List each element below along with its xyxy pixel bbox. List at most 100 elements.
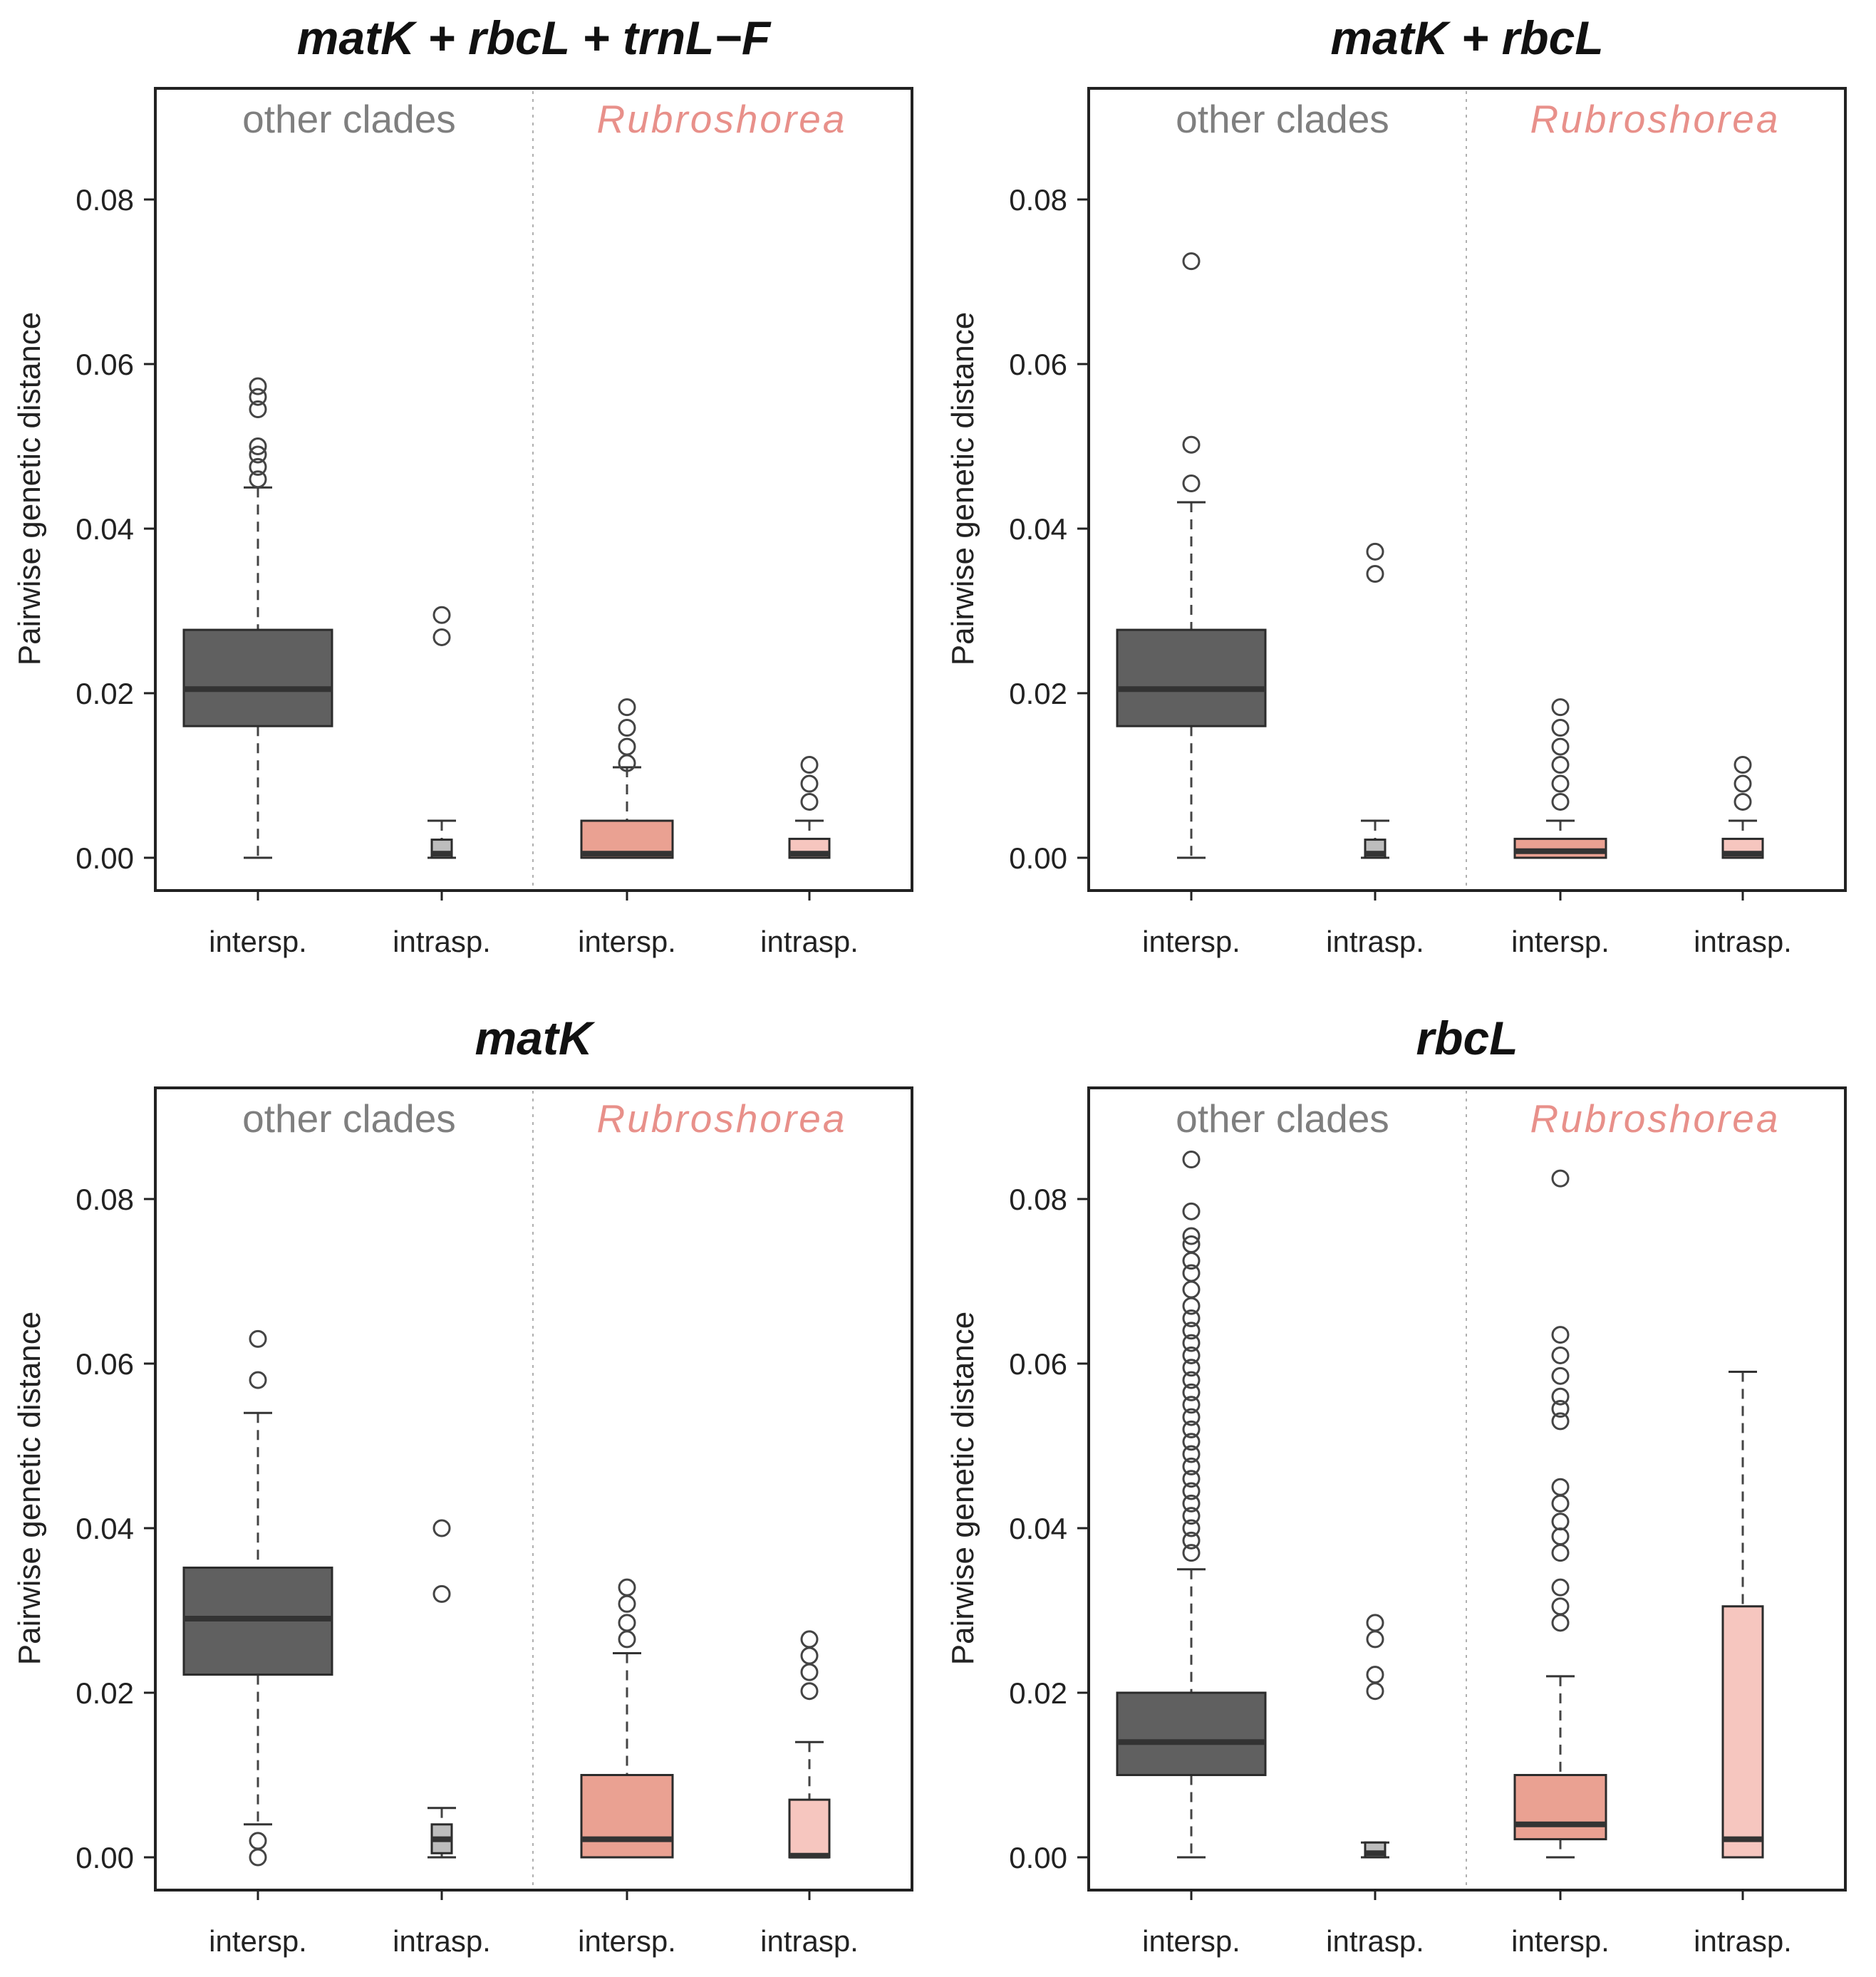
outlier-point — [432, 628, 451, 646]
outlier-point — [1551, 755, 1570, 774]
panel-title: matK + rbcL + trnL−F — [297, 11, 772, 64]
y-tick-label: 0.06 — [1009, 348, 1067, 381]
outlier-point — [1182, 1202, 1201, 1220]
outlier-point — [1551, 1578, 1570, 1597]
category-label: intrasp. — [760, 1924, 859, 1958]
group-label-other-clades: other clades — [242, 97, 456, 141]
outlier-point — [249, 388, 267, 406]
outlier-point — [1551, 1478, 1570, 1496]
outlier-point — [1182, 1280, 1201, 1299]
group-label-rubroshorea: Rubroshorea — [597, 1096, 847, 1141]
outlier-point — [1182, 1519, 1201, 1537]
outlier-point — [1182, 1227, 1201, 1245]
outlier-point — [1182, 1322, 1201, 1340]
boxplot-3 — [580, 1578, 674, 1859]
outlier-point — [1182, 1494, 1201, 1512]
outlier-point — [1734, 774, 1752, 793]
box-iqr — [1116, 628, 1267, 727]
boxplot-4 — [788, 1630, 831, 1859]
category-label: intrasp. — [1694, 925, 1792, 958]
y-axis-title: Pairwise genetic distance — [12, 1312, 47, 1665]
panel-title: rbcL — [1416, 1012, 1518, 1064]
boxplot-4 — [1721, 1371, 1764, 1859]
outlier-point — [1734, 792, 1752, 811]
outlier-point — [249, 470, 267, 489]
box-iqr — [788, 1798, 831, 1859]
outlier-point — [618, 1594, 636, 1613]
category-label: intersp. — [1511, 1924, 1610, 1958]
boxplot-4 — [788, 755, 831, 859]
category-label: intrasp. — [760, 925, 859, 958]
y-tick-label: 0.00 — [76, 1841, 134, 1874]
panel-2: matK + rbcL Pairwise genetic distance 0.00… — [945, 11, 1847, 958]
panel-title: matK + rbcL — [1330, 11, 1603, 64]
outlier-point — [1366, 565, 1384, 583]
outlier-point — [1551, 1614, 1570, 1632]
group-label-other-clades: other clades — [1176, 97, 1389, 141]
category-label: intersp. — [1511, 925, 1610, 958]
category-label: intrasp. — [393, 925, 491, 958]
outlier-point — [1551, 1326, 1570, 1344]
outlier-point — [1551, 1366, 1570, 1385]
outlier-point — [1551, 1412, 1570, 1431]
box-iqr — [182, 628, 333, 727]
plot-frame — [1087, 87, 1847, 892]
outlier-point — [618, 1630, 636, 1649]
outlier-point — [249, 377, 267, 395]
outlier-point — [618, 737, 636, 756]
box-iqr — [1513, 1774, 1607, 1841]
group-label-rubroshorea: Rubroshorea — [1530, 1096, 1781, 1141]
y-axis-title: Pairwise genetic distance — [945, 312, 980, 665]
outlier-point — [1182, 1235, 1201, 1254]
outlier-point — [1182, 1531, 1201, 1550]
boxplot-3 — [1513, 698, 1607, 859]
y-tick-label: 0.06 — [1009, 1347, 1067, 1381]
outlier-point — [1182, 1408, 1201, 1426]
outlier-point — [800, 1646, 819, 1665]
outlier-point — [1551, 1387, 1570, 1406]
outlier-point — [249, 1848, 267, 1867]
boxplot-1 — [182, 377, 333, 859]
plot-frame — [154, 1086, 913, 1892]
y-tick-label: 0.00 — [1009, 1841, 1067, 1874]
y-tick-label: 0.08 — [1009, 1183, 1067, 1216]
panel-3: matK Pairwise genetic distance 0.00 0.02 0.0… — [12, 1012, 913, 1958]
category-label: intrasp. — [1326, 1924, 1424, 1958]
y-tick-label: 0.00 — [76, 841, 134, 875]
y-tick-label: 0.08 — [1009, 183, 1067, 217]
outlier-point — [249, 457, 267, 476]
y-tick-label: 0.02 — [1009, 1676, 1067, 1710]
y-axis-title: Pairwise genetic distance — [12, 312, 47, 665]
outlier-point — [1182, 1359, 1201, 1377]
category-label: intersp. — [578, 925, 676, 958]
y-tick-label: 0.08 — [76, 183, 134, 217]
outlier-point — [1182, 1371, 1201, 1389]
category-label: intersp. — [209, 1924, 307, 1958]
outlier-point — [1182, 1309, 1201, 1327]
category-label: intersp. — [578, 1924, 676, 1958]
outlier-point — [1551, 737, 1570, 756]
category-label: intrasp. — [1326, 925, 1424, 958]
category-label: intrasp. — [393, 1924, 491, 1958]
outlier-point — [249, 437, 267, 455]
boxplot-3 — [580, 698, 674, 859]
outlier-point — [249, 1329, 267, 1348]
category-label: intersp. — [1142, 925, 1240, 958]
outlier-point — [618, 698, 636, 717]
outlier-point — [1182, 1433, 1201, 1451]
y-tick-label: 0.04 — [76, 1512, 134, 1545]
y-tick-label: 0.04 — [1009, 512, 1067, 546]
boxplot-1 — [1116, 252, 1267, 859]
box-iqr — [1513, 837, 1607, 859]
group-label-rubroshorea: Rubroshorea — [597, 97, 847, 141]
boxplot-1 — [1116, 1151, 1267, 1859]
outlier-point — [1182, 1383, 1201, 1401]
outlier-point — [1182, 435, 1201, 454]
outlier-point — [1182, 1482, 1201, 1500]
outlier-point — [1551, 1346, 1570, 1364]
outlier-point — [249, 445, 267, 464]
y-tick-label: 0.02 — [76, 677, 134, 710]
boxplot-3 — [1513, 1169, 1607, 1859]
outlier-point — [1551, 1597, 1570, 1616]
